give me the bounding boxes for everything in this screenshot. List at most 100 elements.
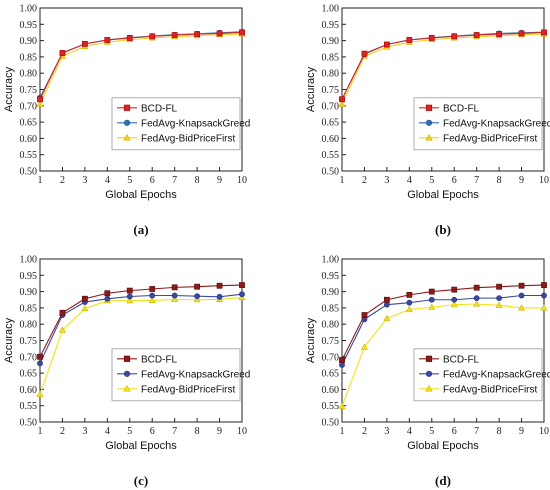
x-tick-label: 6 bbox=[452, 175, 457, 186]
series-fedavg-bidpricefirst bbox=[338, 300, 548, 409]
series-bcd-fl bbox=[339, 29, 547, 103]
square-marker bbox=[361, 50, 368, 57]
y-tick-label: 0.75 bbox=[322, 336, 340, 347]
circle-marker bbox=[104, 295, 111, 302]
legend-item: BCD-FL bbox=[419, 354, 480, 365]
x-tick-label: 3 bbox=[82, 426, 87, 437]
legend: BCD-FL FedAvg-KnapsackGreed FedAvg-BidPric… bbox=[111, 348, 250, 402]
square-marker bbox=[451, 33, 458, 40]
x-tick-label: 5 bbox=[429, 426, 434, 437]
circle-marker bbox=[425, 370, 433, 377]
y-tick-label: 0.80 bbox=[322, 69, 340, 80]
circle-marker bbox=[496, 295, 503, 302]
y-axis-label: Accuracy bbox=[305, 66, 317, 112]
square-marker bbox=[104, 37, 111, 43]
square-marker bbox=[123, 355, 131, 362]
circle-marker bbox=[473, 295, 480, 302]
triangle-marker bbox=[36, 100, 44, 107]
y-tick-label: 0.90 bbox=[322, 287, 340, 298]
y-tick-label: 0.85 bbox=[322, 52, 340, 63]
legend-label: FedAvg-BidPriceFirst bbox=[443, 384, 538, 395]
square-marker bbox=[239, 282, 245, 288]
panel-label: (d) bbox=[435, 473, 451, 488]
x-tick-label: 9 bbox=[519, 426, 524, 437]
y-tick-label: 0.70 bbox=[322, 101, 340, 112]
legend-box bbox=[111, 97, 241, 151]
x-tick-label: 3 bbox=[384, 426, 389, 437]
y-tick-label: 0.60 bbox=[20, 134, 38, 145]
triangle-marker bbox=[383, 314, 391, 321]
x-tick-label: 8 bbox=[195, 426, 200, 437]
legend: BCD-FL FedAvg-KnapsackGreed FedAvg-BidPric… bbox=[413, 348, 550, 402]
legend-label: FedAvg-KnapsackGreed bbox=[141, 369, 250, 380]
panel-label: (c) bbox=[134, 473, 148, 488]
series-line bbox=[341, 294, 544, 366]
square-marker bbox=[149, 33, 156, 40]
y-tick-label: 0.80 bbox=[20, 320, 38, 331]
triangle-marker bbox=[126, 297, 134, 304]
legend-label: BCD-FL bbox=[443, 103, 480, 114]
square-marker bbox=[171, 284, 178, 291]
y-tick-label: 0.60 bbox=[322, 385, 340, 396]
x-tick-label: 5 bbox=[127, 426, 132, 437]
circle-marker bbox=[425, 119, 433, 126]
x-tick-label: 4 bbox=[105, 175, 110, 186]
y-tick-label: 0.75 bbox=[20, 336, 38, 347]
y-tick-label: 0.50 bbox=[322, 418, 340, 429]
series-bcd-fl bbox=[37, 29, 245, 103]
x-tick-label: 2 bbox=[60, 426, 65, 437]
y-tick-label: 0.75 bbox=[20, 85, 38, 96]
y-tick-label: 0.95 bbox=[20, 271, 38, 282]
y-tick-label: 0.75 bbox=[322, 85, 340, 96]
chart-panel-d: 0.50 0.55 0.60 0.65 0.70 0.75 0.80 0.85 0.90 0.95… bbox=[305, 255, 550, 489]
square-marker bbox=[81, 295, 88, 302]
y-tick-label: 0.70 bbox=[20, 101, 38, 112]
y-tick-label: 0.55 bbox=[20, 401, 38, 412]
square-marker bbox=[496, 31, 503, 37]
y-tick-label: 0.50 bbox=[322, 167, 340, 178]
square-marker bbox=[406, 291, 413, 298]
y-tick-label: 0.50 bbox=[20, 167, 38, 178]
series-line bbox=[39, 33, 243, 105]
series-line bbox=[39, 293, 243, 364]
square-marker bbox=[339, 96, 345, 103]
y-tick-label: 1.00 bbox=[322, 255, 340, 266]
circle-marker bbox=[123, 370, 131, 377]
panel-label: (a) bbox=[133, 222, 148, 237]
x-tick-label: 8 bbox=[195, 175, 200, 186]
x-tick-label: 2 bbox=[362, 426, 367, 437]
triangle-marker bbox=[425, 133, 433, 141]
x-tick-label: 6 bbox=[452, 426, 457, 437]
square-marker bbox=[383, 41, 390, 48]
x-tick-label: 10 bbox=[539, 426, 549, 437]
triangle-marker bbox=[338, 402, 346, 409]
y-tick-label: 0.55 bbox=[322, 150, 340, 161]
square-marker bbox=[126, 35, 133, 41]
square-marker bbox=[216, 30, 223, 37]
legend-item: FedAvg-BidPriceFirst bbox=[419, 384, 538, 395]
circle-marker bbox=[171, 292, 178, 299]
x-axis-label: Global Epochs bbox=[407, 440, 479, 452]
square-marker bbox=[473, 32, 480, 38]
series-line bbox=[39, 284, 243, 358]
y-tick-label: 0.55 bbox=[20, 150, 38, 161]
square-marker bbox=[239, 29, 245, 36]
square-marker bbox=[59, 50, 66, 56]
x-tick-label: 1 bbox=[38, 175, 43, 186]
circle-marker bbox=[406, 299, 413, 306]
y-tick-label: 0.60 bbox=[322, 134, 340, 145]
triangle-marker bbox=[81, 304, 89, 312]
square-marker bbox=[428, 288, 435, 295]
chart-panel-b: 0.50 0.55 0.60 0.65 0.70 0.75 0.80 0.85 0.90 0.95… bbox=[305, 4, 550, 238]
y-tick-label: 0.70 bbox=[20, 352, 38, 363]
triangle-marker bbox=[425, 384, 433, 392]
square-marker bbox=[149, 286, 156, 292]
y-tick-label: 0.65 bbox=[322, 369, 340, 380]
y-tick-label: 0.80 bbox=[322, 320, 340, 331]
circle-marker bbox=[126, 293, 133, 300]
legend-label: FedAvg-KnapsackGreed bbox=[443, 369, 550, 380]
triangle-marker bbox=[428, 303, 436, 310]
x-tick-label: 6 bbox=[150, 175, 155, 186]
legend-label: BCD-FL bbox=[141, 354, 178, 365]
